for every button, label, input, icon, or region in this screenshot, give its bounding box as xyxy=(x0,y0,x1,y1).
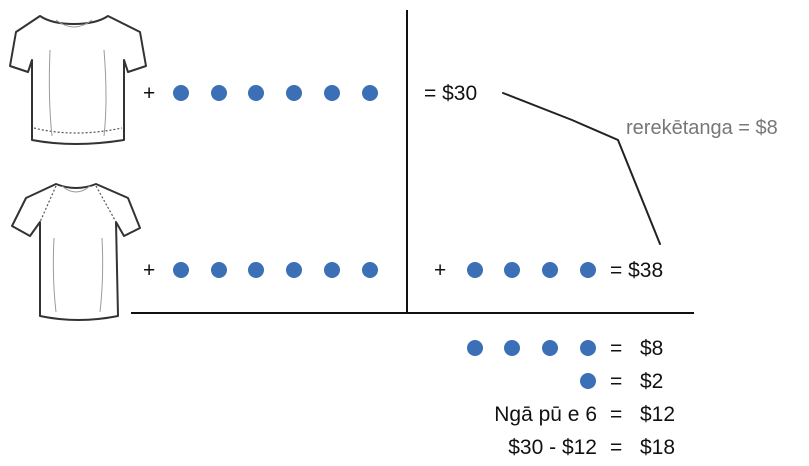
dot xyxy=(173,262,189,278)
dot xyxy=(504,262,520,278)
solution-step-2: = $2 xyxy=(580,370,663,393)
dot xyxy=(467,262,483,278)
dot xyxy=(248,262,264,278)
right-row2-equation: = $38 xyxy=(610,259,663,282)
annotation-pointer xyxy=(502,92,661,245)
right-row2-dots xyxy=(467,262,596,278)
left-row2-plus: + xyxy=(143,259,155,282)
dot xyxy=(580,262,596,278)
solution-step-3-result: $12 xyxy=(640,403,675,426)
solution-step-2-eq: = xyxy=(610,370,622,393)
solution-step-4-eq: = xyxy=(610,436,622,459)
right-row2-plus: + xyxy=(434,259,446,282)
left-row1-plus: + xyxy=(143,82,155,105)
dot xyxy=(580,340,596,356)
left-row2-dots xyxy=(173,262,378,278)
solution-step-4: $30 - $12 = $18 xyxy=(508,436,675,459)
dot xyxy=(324,85,340,101)
tshirt-raglan-icon xyxy=(11,183,141,321)
left-row1-dots xyxy=(173,85,378,101)
dot xyxy=(542,262,558,278)
dot xyxy=(324,262,340,278)
dot xyxy=(211,262,227,278)
solution-step-1: = $8 xyxy=(467,337,663,360)
dot xyxy=(467,340,483,356)
dot xyxy=(580,373,596,389)
solution-step-1-eq: = xyxy=(610,337,622,360)
solution-step-4-result: $18 xyxy=(640,436,675,459)
right-row1-equation: = $30 xyxy=(424,82,477,105)
dot xyxy=(542,340,558,356)
solution-step-3-eq: = xyxy=(610,403,622,426)
dot xyxy=(248,85,264,101)
dot xyxy=(362,85,378,101)
dot xyxy=(173,85,189,101)
dot xyxy=(286,85,302,101)
dot xyxy=(211,85,227,101)
solution-step-2-result: $2 xyxy=(640,370,663,393)
dot xyxy=(504,340,520,356)
annotation-label: rerekētanga = $8 xyxy=(626,117,778,139)
solution-step-4-label: $30 - $12 xyxy=(508,436,597,459)
dot xyxy=(286,262,302,278)
tshirt-short-sleeve-icon xyxy=(9,15,147,145)
solution-step-3-label: Ngā pū e 6 xyxy=(494,403,597,426)
dot xyxy=(362,262,378,278)
solution-step-1-result: $8 xyxy=(640,337,663,360)
solution-step-3: Ngā pū e 6 = $12 xyxy=(494,403,675,426)
